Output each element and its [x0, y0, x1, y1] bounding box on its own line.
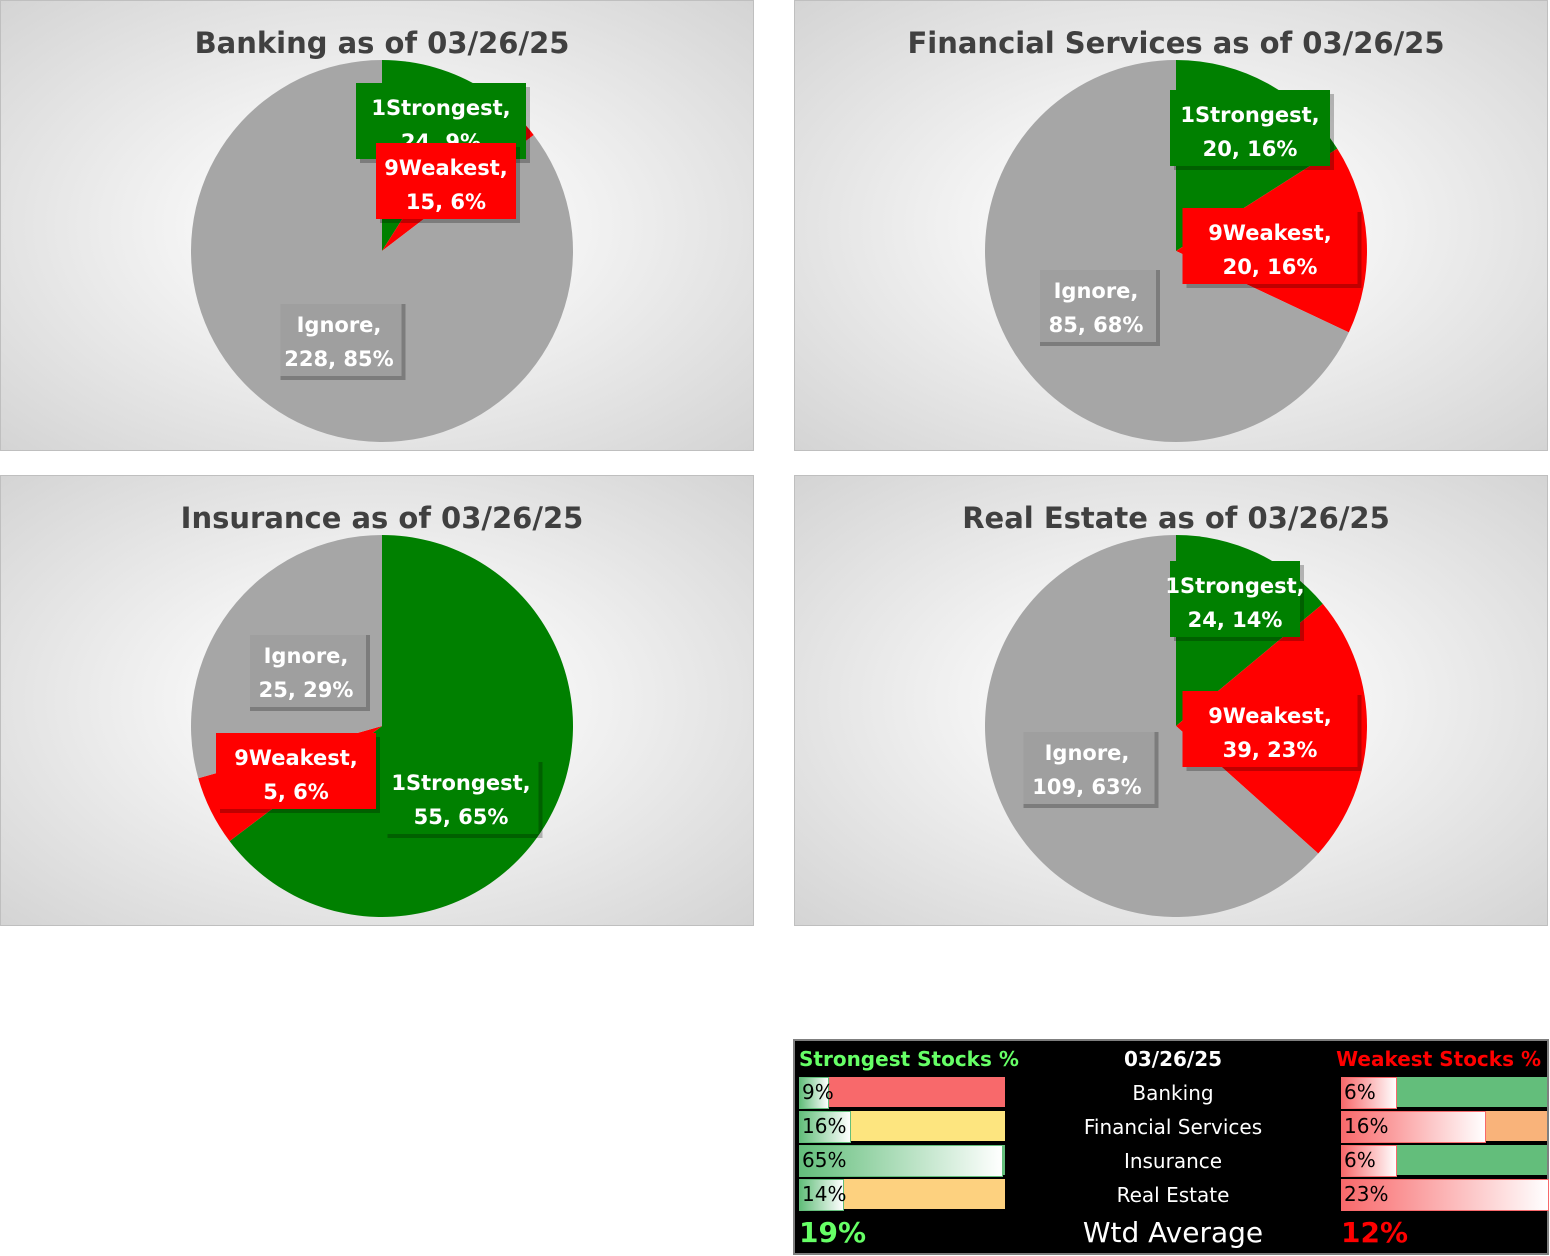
data-label-value: 20, 16% [1203, 137, 1298, 161]
data-label-value: 85, 68% [1049, 313, 1144, 337]
weak-bar-fill [1341, 1077, 1397, 1109]
strong-pct: 65% [802, 1148, 847, 1172]
data-label-name: 1Strongest, [1180, 103, 1319, 127]
data-label-name: Ignore, [1045, 741, 1130, 765]
strong-bar-cell: 14% [799, 1179, 1005, 1211]
data-label-name: Ignore, [297, 313, 382, 337]
weak-pct: 6% [1344, 1080, 1376, 1104]
header-weakest: Weakest Stocks % [1336, 1047, 1541, 1071]
data-label-value: 20, 16% [1223, 255, 1318, 279]
data-label-value: 5, 6% [263, 780, 329, 804]
pie-chart-financial-services: Financial Services as of 03/26/25 1Strong… [907, 26, 1445, 442]
data-label-name: 1Strongest, [371, 96, 510, 120]
data-label-name: Ignore, [1054, 279, 1139, 303]
wtd-average-weak: 12% [1341, 1216, 1409, 1249]
data-label: 9Weakest, 5, 6% [216, 733, 380, 813]
weak-bar-cell: 6% [1341, 1077, 1547, 1109]
wtd-average-label: Wtd Average [1082, 1216, 1264, 1249]
weak-pct: 6% [1344, 1148, 1376, 1172]
data-label-value: 109, 63% [1032, 775, 1141, 799]
chart-panel-insurance: Insurance as of 03/26/25 1Strongest, 55, … [0, 475, 754, 926]
data-label-name: 9Weakest, [1208, 704, 1332, 728]
data-label-value: 25, 29% [259, 678, 354, 702]
weak-bar-cell: 16% [1341, 1111, 1547, 1143]
sector-label: Real Estate [1116, 1183, 1230, 1207]
data-label-value: 24, 14% [1188, 608, 1283, 632]
chart-panel-banking: Banking as of 03/26/25 1Strongest, 24, 9%… [0, 0, 754, 451]
data-label-value: 39, 23% [1223, 738, 1318, 762]
weak-pct: 16% [1344, 1114, 1389, 1138]
weak-bar-cell: 6% [1341, 1145, 1547, 1177]
strong-pct: 14% [802, 1182, 847, 1206]
sector-label: Banking [1132, 1081, 1214, 1105]
data-label-name: 9Weakest, [384, 156, 508, 180]
data-label: 1Strongest, 20, 16% [1170, 90, 1334, 170]
weak-pct: 23% [1344, 1182, 1389, 1206]
data-label-value: 228, 85% [284, 347, 393, 371]
pie-chart-insurance: Insurance as of 03/26/25 1Strongest, 55, … [181, 501, 584, 917]
header-date: 03/26/25 [1123, 1047, 1223, 1071]
data-label: Ignore, 25, 29% [246, 631, 370, 711]
strong-bar-fill [799, 1179, 845, 1211]
data-label: Ignore, 228, 85% [276, 300, 406, 380]
data-label: 9Weakest, 39, 23% [1182, 691, 1362, 771]
data-label-value: 55, 65% [414, 805, 509, 829]
chart-title: Real Estate as of 03/26/25 [962, 501, 1390, 535]
wtd-average-strong: 19% [799, 1216, 867, 1249]
strong-bar-fill [799, 1145, 1003, 1177]
weak-bar-cell: 23% [1341, 1179, 1549, 1211]
data-label-value: 15, 6% [406, 190, 486, 214]
data-label-name: 9Weakest, [234, 746, 358, 770]
pie-chart-real-estate: Real Estate as of 03/26/25 1Strongest, 24… [962, 501, 1390, 917]
strong-bar-cell: 16% [799, 1111, 1005, 1143]
weak-bar-fill [1341, 1111, 1487, 1143]
strong-bar-fill [799, 1111, 851, 1143]
chart-title: Financial Services as of 03/26/25 [907, 26, 1444, 60]
pie-slice-ignore [985, 535, 1319, 917]
data-label: 9Weakest, 15, 6% [376, 143, 520, 223]
strong-bar-cell: 65% [799, 1145, 1005, 1177]
summary-table: Strongest Stocks % 03/26/25 Weakest Stoc… [793, 1039, 1549, 1255]
data-label-name: Ignore, [264, 644, 349, 668]
sector-label: Insurance [1123, 1149, 1223, 1173]
strong-pct: 16% [802, 1114, 847, 1138]
chart-panel-real-estate: Real Estate as of 03/26/25 1Strongest, 24… [794, 475, 1548, 926]
data-label: 9Weakest, 20, 16% [1182, 208, 1362, 288]
chart-panel-financial-services: Financial Services as of 03/26/25 1Strong… [794, 0, 1548, 451]
chart-title: Insurance as of 03/26/25 [181, 501, 584, 535]
header-strongest: Strongest Stocks % [799, 1047, 1019, 1071]
strong-bar-cell: 9% [799, 1077, 1005, 1109]
data-label: 1Strongest, 24, 14% [1165, 561, 1305, 641]
data-label: Ignore, 85, 68% [1036, 266, 1160, 346]
data-label-name: 1Strongest, [391, 771, 530, 795]
weak-bar-fill [1341, 1179, 1549, 1211]
strong-pct: 9% [802, 1080, 834, 1104]
data-label-name: 9Weakest, [1208, 221, 1332, 245]
pie-slice-ignore [985, 60, 1349, 442]
data-label-name: 1Strongest, [1165, 574, 1304, 598]
sector-label: Financial Services [1083, 1115, 1263, 1139]
weak-bar-fill [1341, 1145, 1397, 1177]
data-label: 1Strongest, 55, 65% [383, 758, 543, 838]
strong-bar-fill [799, 1077, 829, 1109]
data-label: Ignore, 109, 63% [1019, 728, 1159, 808]
chart-title: Banking as of 03/26/25 [195, 26, 570, 60]
